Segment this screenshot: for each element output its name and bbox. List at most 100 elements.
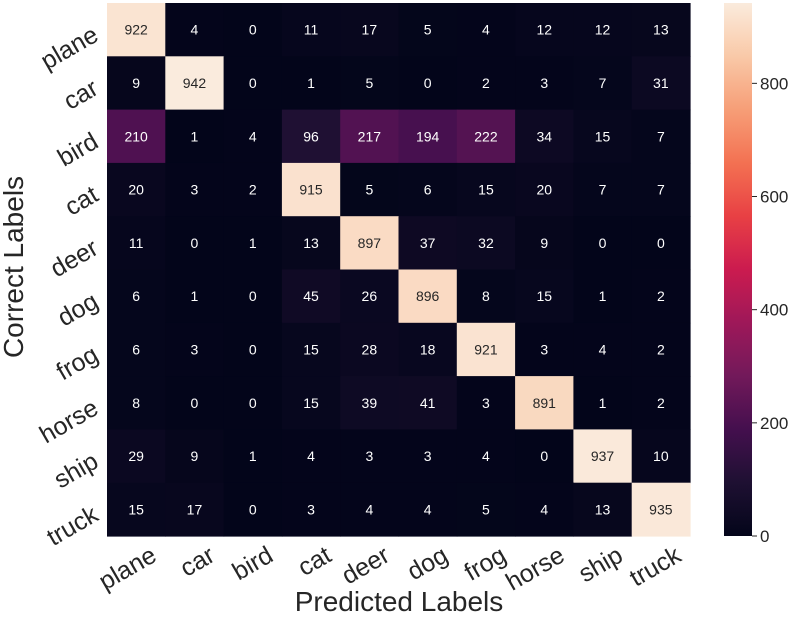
cell-value-label: 6: [424, 182, 432, 198]
heatmap-cell-rect: [515, 56, 574, 111]
heatmap-cell-rect: [631, 56, 691, 111]
heatmap-cell-rect: [456, 269, 516, 324]
heatmap-cell-rect: [398, 376, 458, 430]
heatmap-cell-rect: [398, 3, 458, 57]
heatmap-cell: 3: [281, 482, 341, 537]
cell-value-label: 0: [249, 75, 257, 91]
cell-value-label: 0: [191, 395, 199, 411]
heatmap-cell-rect: [398, 269, 458, 324]
heatmap-cell: 17: [165, 482, 225, 537]
cell-value-label: 2: [657, 288, 665, 304]
heatmap-cell: 937: [573, 429, 633, 484]
heatmap-cell: 28: [340, 322, 400, 377]
cell-value-label: 1: [249, 235, 257, 251]
heatmap-cell-rect: [281, 322, 341, 377]
heatmap-cell-rect: [398, 162, 458, 217]
cell-value-label: 15: [128, 501, 144, 517]
heatmap-cell-rect: [631, 216, 691, 271]
heatmap-cell: 0: [165, 216, 225, 271]
cell-value-label: 3: [540, 75, 548, 91]
heatmap-cell: 8: [456, 269, 516, 324]
cell-value-label: 10: [653, 448, 669, 464]
heatmap-cell-rect: [515, 429, 574, 484]
heatmap-cell: 29: [107, 429, 166, 484]
x-tick-label: deer: [337, 541, 394, 590]
cell-value-label: 210: [124, 128, 148, 144]
cell-value-label: 0: [657, 235, 665, 251]
heatmap-cell: 6: [107, 322, 166, 377]
heatmap-cell: 6: [398, 162, 458, 217]
x-tick-label: cat: [293, 541, 336, 582]
y-tick-label: car: [59, 74, 103, 116]
heatmap-cell: 45: [281, 269, 341, 324]
cell-value-label: 7: [599, 75, 607, 91]
heatmap-cell-rect: [281, 269, 341, 324]
heatmap-cell: 20: [515, 162, 574, 217]
heatmap-cell-rect: [398, 216, 458, 271]
cell-value-label: 3: [191, 182, 199, 198]
heatmap-cell-rect: [165, 429, 225, 484]
x-tick-label: dog: [403, 541, 453, 586]
cell-value-label: 26: [362, 288, 378, 304]
heatmap-cell-rect: [456, 482, 516, 537]
heatmap-cell: 15: [107, 482, 166, 537]
colorbar-tick-label: 600: [760, 188, 788, 207]
heatmap-cell-rect: [631, 429, 691, 484]
cell-value-label: 15: [595, 128, 611, 144]
heatmap-cell-rect: [515, 482, 574, 537]
cell-value-label: 15: [303, 395, 319, 411]
heatmap-cell-rect: [340, 322, 400, 377]
heatmap-cell-rect: [281, 429, 341, 484]
cell-value-label: 3: [191, 341, 199, 357]
heatmap-cell: 7: [573, 162, 633, 217]
heatmap-cell-rect: [456, 109, 516, 164]
heatmap-cell: 0: [573, 216, 633, 271]
heatmap-cell: 1: [281, 56, 341, 111]
cell-value-label: 4: [482, 22, 490, 38]
heatmap-cell-rect: [281, 56, 341, 111]
cell-value-label: 4: [482, 448, 490, 464]
heatmap-cell-rect: [223, 162, 283, 217]
heatmap-cell-rect: [631, 269, 691, 324]
colorbar-tick-label: 800: [760, 74, 788, 93]
cell-value-label: 9: [540, 235, 548, 251]
cell-value-label: 9: [132, 75, 140, 91]
heatmap-cell: 31: [631, 56, 691, 111]
heatmap-cell-rect: [573, 56, 633, 111]
cell-value-label: 2: [657, 341, 665, 357]
cell-value-label: 41: [420, 395, 436, 411]
heatmap-cell: 39: [340, 376, 400, 430]
cell-value-label: 7: [599, 182, 607, 198]
heatmap-cell-rect: [165, 56, 225, 111]
heatmap-cell-rect: [107, 322, 166, 377]
cell-value-label: 7: [657, 128, 665, 144]
heatmap-cell-rect: [631, 482, 691, 537]
cell-value-label: 2: [482, 75, 490, 91]
heatmap-cell: 26: [340, 269, 400, 324]
colorbar: 0 200 400 600 800: [724, 3, 788, 546]
x-tick-label: horse: [501, 541, 569, 597]
heatmap-cell-rect: [631, 162, 691, 217]
heatmap-cell: 8: [107, 376, 166, 430]
heatmap-cell-rect: [456, 429, 516, 484]
cell-value-label: 1: [249, 448, 257, 464]
heatmap-cell-rect: [631, 109, 691, 164]
heatmap-cell-rect: [515, 3, 574, 57]
cell-value-label: 18: [420, 341, 436, 357]
heatmap-cell: 13: [631, 3, 691, 57]
cell-value-label: 4: [424, 501, 432, 517]
heatmap-cell-rect: [573, 216, 633, 271]
heatmap-cell-rect: [340, 216, 400, 271]
heatmap-cell: 3: [165, 162, 225, 217]
heatmap-cell-rect: [340, 3, 400, 57]
cell-value-label: 896: [416, 288, 440, 304]
heatmap-cell-rect: [631, 3, 691, 57]
y-tick-label: deer: [46, 234, 103, 283]
heatmap-cell-rect: [573, 322, 633, 377]
heatmap-cell: 2: [631, 322, 691, 377]
cell-value-label: 39: [362, 395, 378, 411]
cell-value-label: 15: [536, 288, 552, 304]
cell-value-label: 5: [365, 75, 373, 91]
heatmap-cell-rect: [398, 322, 458, 377]
